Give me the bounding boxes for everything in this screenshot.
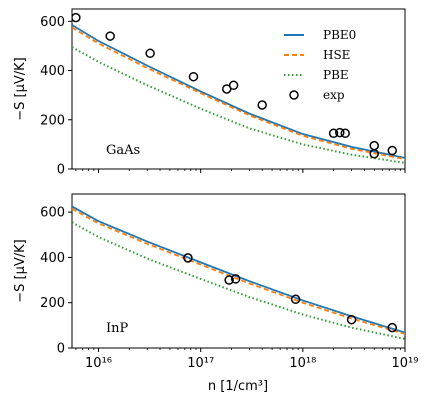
gaas-exp-point (335, 127, 345, 138)
gaas-pbe0-line (72, 24, 405, 159)
inp-exp-point (290, 294, 301, 305)
gaas-exp-point (105, 31, 115, 41)
inp-exp-point (183, 253, 193, 263)
legend-pbe-label: PBE (323, 68, 349, 82)
x-axis-label: n [1/cm³] (208, 379, 268, 394)
gaas-exp-point (369, 140, 379, 151)
inp-x-tick-label: 10¹⁹ (392, 356, 419, 371)
gaas-pbe-line (72, 46, 405, 164)
gaas-exp-point (188, 71, 199, 82)
gaas-exp-point (369, 148, 379, 159)
gaas-plot-frame (71, 8, 406, 170)
inp-pbe0-line (72, 205, 405, 334)
inp-x-tick-label: 10¹⁸ (289, 356, 316, 371)
inp-plot-area (72, 205, 405, 340)
gaas-exp-point (340, 128, 350, 139)
gaas-exp-point (328, 128, 339, 139)
gaas-y-axis-label: −S [μV/K] (13, 57, 28, 121)
inp-annotation: InP (106, 321, 129, 336)
gaas-exp-point (387, 145, 397, 156)
inp-exp-point (387, 322, 397, 333)
inp-exp-point (230, 274, 241, 284)
inp-panel: −S [μV/K] InP n [1/cm³] 0 200 400 600 10¹⁶ 10… (13, 193, 419, 394)
inp-y-axis-label: −S [μV/K] (13, 239, 28, 303)
gaas-hse-line (72, 26, 405, 161)
legend-exp-marker (289, 90, 299, 100)
inp-y-tick-label: 400 (40, 251, 65, 266)
gaas-y-tick-label: 0 (57, 163, 65, 178)
inp-x-tick-label: 10¹⁶ (85, 356, 112, 371)
inp-y-tick-label: 200 (40, 296, 65, 311)
gaas-plot-area (72, 12, 405, 164)
gaas-y-tick-label: 200 (40, 113, 65, 128)
gaas-exp-point (145, 48, 155, 59)
gaas-y-tick-label: 600 (40, 15, 65, 30)
legend-hse-label: HSE (323, 48, 350, 62)
inp-exp-point (346, 314, 357, 325)
inp-hse-line (72, 207, 405, 335)
inp-exp-point (224, 275, 234, 285)
gaas-y-tick-label: 400 (40, 64, 65, 79)
gaas-annotation: GaAs (106, 143, 140, 158)
legend: PBE0 HSE PBE exp (284, 28, 356, 102)
inp-plot-frame (71, 193, 406, 349)
inp-x-tick-label: 10¹⁷ (187, 356, 214, 371)
inp-y-tick-label: 0 (57, 342, 65, 357)
legend-exp-label: exp (323, 88, 345, 102)
gaas-exp-point (228, 80, 239, 91)
gaas-panel: −S [μV/K] GaAs 0 200 400 600 PBE0 HSE PBE e… (13, 8, 406, 178)
legend-pbe0-label: PBE0 (323, 28, 356, 42)
inp-y-tick-label: 600 (40, 206, 65, 221)
gaas-exp-point (257, 100, 267, 110)
gaas-exp-point (72, 12, 81, 23)
